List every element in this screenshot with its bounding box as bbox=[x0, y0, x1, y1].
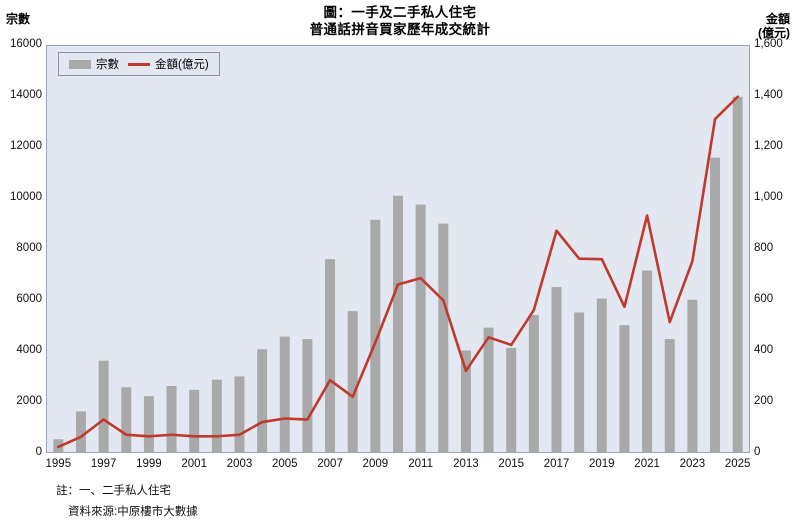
bar bbox=[528, 314, 539, 452]
bar bbox=[642, 270, 653, 452]
y-axis-right-title-line-2: (億元) bbox=[758, 26, 790, 40]
x-axis-tick-label: 1995 bbox=[45, 458, 72, 470]
bar bbox=[460, 350, 471, 452]
y-axis-right-tick-label: 1,000 bbox=[754, 191, 783, 203]
x-axis-tick-label: 2001 bbox=[181, 458, 207, 470]
bar bbox=[687, 299, 698, 452]
y-axis-right-title-line-1: 金額 bbox=[765, 12, 790, 26]
bar bbox=[483, 327, 494, 452]
bar bbox=[370, 219, 381, 452]
x-axis-tick-label: 2021 bbox=[634, 458, 660, 470]
bar-series bbox=[53, 96, 743, 452]
y-axis-right-tick-label: 200 bbox=[754, 395, 774, 407]
bar bbox=[551, 287, 562, 452]
bar bbox=[325, 259, 336, 452]
chart-title-line-2: 普通話拼音買家歷年成交統計 bbox=[309, 22, 491, 37]
x-axis-tick-label: 2023 bbox=[679, 458, 706, 470]
x-axis-tick-label: 1997 bbox=[90, 458, 117, 470]
legend-item-line: 金額(億元) bbox=[128, 56, 209, 72]
y-axis-right-tick-label: 0 bbox=[754, 446, 761, 458]
y-axis-right-tick-label: 1,600 bbox=[754, 38, 783, 50]
y-axis-left-tick-label: 8000 bbox=[16, 242, 42, 254]
y-axis-right-tick-label: 600 bbox=[754, 293, 774, 305]
bar bbox=[664, 339, 675, 452]
bar bbox=[596, 298, 607, 452]
bar bbox=[347, 311, 358, 452]
y-axis-left-tick-label: 16000 bbox=[10, 38, 42, 50]
y-axis-right-tick-label: 400 bbox=[754, 344, 774, 356]
chart-title: 圖：一手及二手私人住宅 普通話拼音買家歷年成交統計 bbox=[210, 4, 590, 38]
chart-source: 資料來源:中原樓市大數據 bbox=[68, 506, 198, 518]
y-axis-right-tick-label: 1,400 bbox=[754, 89, 783, 101]
x-axis-tick-label: 2005 bbox=[271, 458, 298, 470]
bar bbox=[211, 379, 222, 452]
y-axis-left-tick-label: 14000 bbox=[10, 89, 42, 101]
plot-area bbox=[46, 45, 750, 453]
x-axis-tick-label: 2015 bbox=[498, 458, 525, 470]
chart-legend: 宗數 金額(億元) bbox=[58, 52, 220, 76]
x-axis-tick-label: 2025 bbox=[724, 458, 751, 470]
chart-note: 註：一、二手私人住宅 bbox=[56, 485, 171, 497]
bar bbox=[415, 204, 426, 452]
y-axis-left-tick-label: 6000 bbox=[16, 293, 42, 305]
y-axis-left-title: 宗數 bbox=[6, 12, 31, 26]
y-axis-left-tick-label: 10000 bbox=[10, 191, 42, 203]
legend-item-bar: 宗數 bbox=[69, 56, 119, 72]
x-axis-tick-label: 2011 bbox=[408, 458, 433, 470]
bar bbox=[574, 312, 585, 452]
y-axis-left-tick-label: 12000 bbox=[10, 140, 42, 152]
y-axis-left-tick-label: 0 bbox=[35, 446, 42, 458]
y-axis-left-tick-label: 4000 bbox=[16, 344, 42, 356]
x-axis-tick-label: 2017 bbox=[543, 458, 570, 470]
y-axis-right-title: 金額 (億元) bbox=[720, 12, 790, 40]
line-series bbox=[57, 95, 739, 449]
x-axis-tick-label: 2007 bbox=[317, 458, 343, 470]
bar bbox=[506, 347, 517, 452]
bar bbox=[438, 223, 449, 452]
y-axis-left-tick-label: 2000 bbox=[16, 395, 42, 407]
x-axis-tick-label: 2013 bbox=[453, 458, 479, 470]
y-axis-right-tick-label: 800 bbox=[754, 242, 774, 254]
x-axis-tick-label: 1999 bbox=[136, 458, 162, 470]
bar bbox=[302, 339, 313, 452]
x-axis-tick-label: 2019 bbox=[589, 458, 615, 470]
bar bbox=[234, 376, 245, 452]
bar bbox=[75, 411, 86, 452]
bar bbox=[189, 389, 200, 452]
legend-bar-label: 宗數 bbox=[96, 59, 119, 71]
plot-svg bbox=[53, 95, 743, 452]
x-axis-tick-label: 2003 bbox=[226, 458, 253, 470]
bar bbox=[393, 195, 403, 452]
legend-line-swatch-icon bbox=[128, 62, 150, 66]
y-axis-right-tick-label: 1,200 bbox=[754, 140, 783, 152]
bar bbox=[257, 349, 268, 452]
bar bbox=[121, 387, 132, 452]
bar bbox=[143, 396, 154, 452]
bar bbox=[279, 336, 290, 452]
bar bbox=[710, 157, 721, 452]
bar bbox=[619, 325, 630, 452]
legend-bar-swatch-icon bbox=[69, 59, 91, 69]
x-axis-tick-label: 2009 bbox=[362, 458, 389, 470]
legend-line-label: 金額(億元) bbox=[155, 59, 209, 71]
bar bbox=[166, 386, 177, 452]
chart-title-line-1: 圖：一手及二手私人住宅 bbox=[323, 5, 477, 20]
bar bbox=[98, 360, 109, 452]
bar bbox=[732, 96, 743, 452]
